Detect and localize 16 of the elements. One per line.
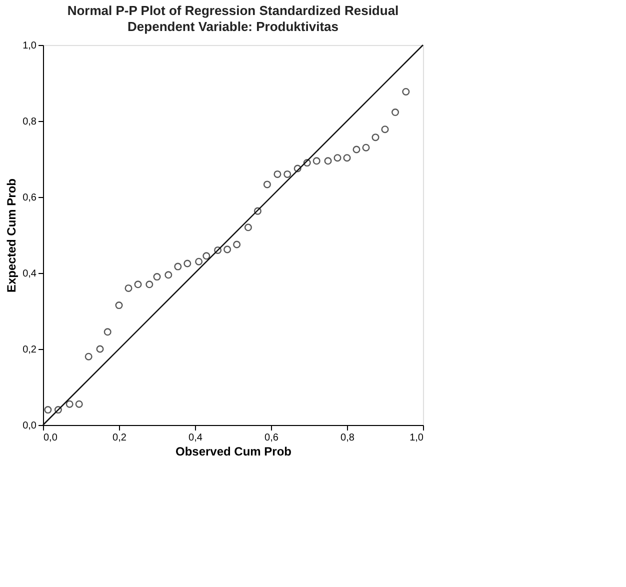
y-tick-label: 0,2 (22, 344, 37, 356)
x-tick-label: 0,0 (44, 432, 58, 444)
chart-subtitle: Dependent Variable: Produktivitas (128, 19, 338, 34)
y-tick-label: 0,4 (22, 268, 37, 280)
y-tick-label: 1,0 (22, 40, 37, 52)
chart-title: Normal P-P Plot of Regression Standardized Residual (67, 3, 399, 18)
x-axis-title: Observed Cum Prob (175, 444, 292, 458)
x-tick-label: 0,6 (264, 432, 279, 444)
x-tick-label: 0,4 (188, 432, 203, 444)
x-tick-label: 0,8 (340, 432, 355, 444)
y-tick-label: 0,0 (22, 420, 37, 432)
x-tick-label: 1,0 (410, 432, 424, 444)
y-tick-label: 0,8 (22, 116, 37, 128)
x-tick-label: 0,2 (112, 432, 127, 444)
y-axis-title: Expected Cum Prob (4, 178, 19, 293)
y-tick-label: 0,6 (22, 192, 37, 204)
